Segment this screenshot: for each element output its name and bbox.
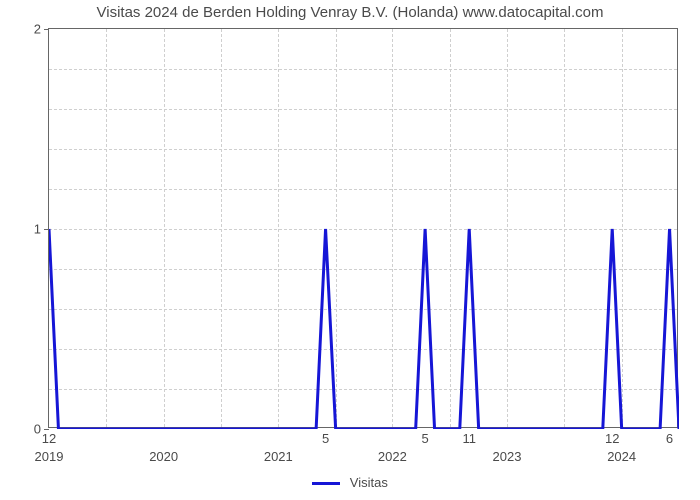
x-tick-year: 2020	[149, 449, 178, 464]
plot-area: 012201920202021202220232024125511126	[48, 28, 678, 428]
x-spike-value: 5	[421, 431, 428, 446]
y-tick-label: 1	[34, 222, 41, 237]
legend-swatch	[312, 482, 340, 485]
chart-container: Visitas 2024 de Berden Holding Venray B.…	[0, 0, 700, 500]
x-spike-value: 11	[462, 431, 476, 446]
x-tick-year: 2024	[607, 449, 636, 464]
x-tick-year: 2022	[378, 449, 407, 464]
x-spike-value: 12	[42, 431, 56, 446]
x-tick-year: 2023	[493, 449, 522, 464]
legend-label: Visitas	[350, 475, 388, 490]
x-spike-value: 6	[666, 431, 673, 446]
y-tick-mark	[44, 429, 49, 430]
x-spike-value: 5	[322, 431, 329, 446]
x-tick-year: 2019	[35, 449, 64, 464]
y-tick-label: 2	[34, 22, 41, 37]
chart-title: Visitas 2024 de Berden Holding Venray B.…	[0, 4, 700, 21]
legend: Visitas	[0, 475, 700, 490]
x-tick-year: 2021	[264, 449, 293, 464]
series-line	[49, 229, 679, 429]
series-line-svg	[49, 29, 679, 429]
y-tick-label: 0	[34, 422, 41, 437]
x-spike-value: 12	[605, 431, 619, 446]
